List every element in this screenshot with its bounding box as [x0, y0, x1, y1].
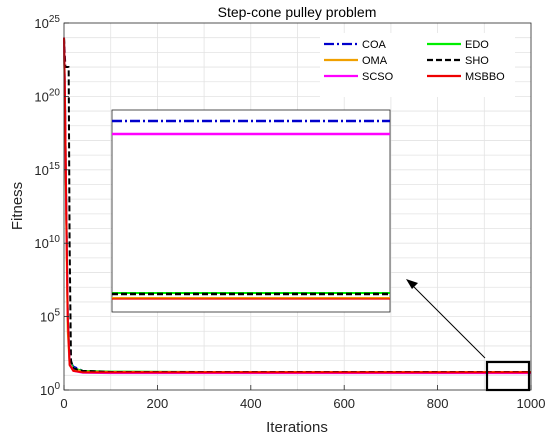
x-tick-label: 200 — [147, 396, 169, 411]
legend-label-oma: OMA — [362, 55, 388, 67]
legend-label-coa: COA — [362, 39, 387, 51]
y-tick-label: 1025 — [34, 14, 60, 31]
inset-frame — [111, 109, 391, 313]
zoom-arrow — [406, 279, 486, 359]
legend-box — [320, 33, 515, 97]
x-tick-label: 0 — [60, 396, 67, 411]
x-tick-label: 800 — [427, 396, 449, 411]
x-tick-label: 600 — [333, 396, 355, 411]
y-axis-label: Fitness — [9, 182, 26, 230]
series-layer — [63, 37, 531, 375]
y-tick-label: 1020 — [34, 87, 60, 104]
legend-label-sho: SHO — [465, 55, 489, 67]
series-line-sho — [63, 37, 531, 373]
y-tick-label: 1015 — [34, 161, 60, 178]
zoom-inset — [111, 109, 391, 313]
x-axis-label: Iterations — [266, 419, 328, 436]
y-tick-label: 1010 — [34, 234, 60, 251]
plot-frame — [63, 22, 532, 391]
series-line-msbbo — [63, 37, 531, 374]
legend-label-msbbo: MSBBO — [465, 71, 505, 83]
x-tick-label: 1000 — [517, 396, 546, 411]
chart-title: Step-cone pulley problem — [218, 4, 377, 20]
y-tick-label: 100 — [40, 381, 60, 398]
y-tick-label: 105 — [40, 308, 60, 325]
zoom-box — [485, 360, 531, 392]
legend-label-edo: EDO — [465, 39, 489, 51]
axis-ticks: 0 200 400 600 800 1000 100 105 1010 1015 1020 1025 — [34, 14, 545, 411]
legend-label-scso: SCSO — [362, 71, 394, 83]
x-tick-label: 400 — [240, 396, 262, 411]
legend: COA EDO OMA SHO SCSO MSBBO — [320, 33, 515, 97]
